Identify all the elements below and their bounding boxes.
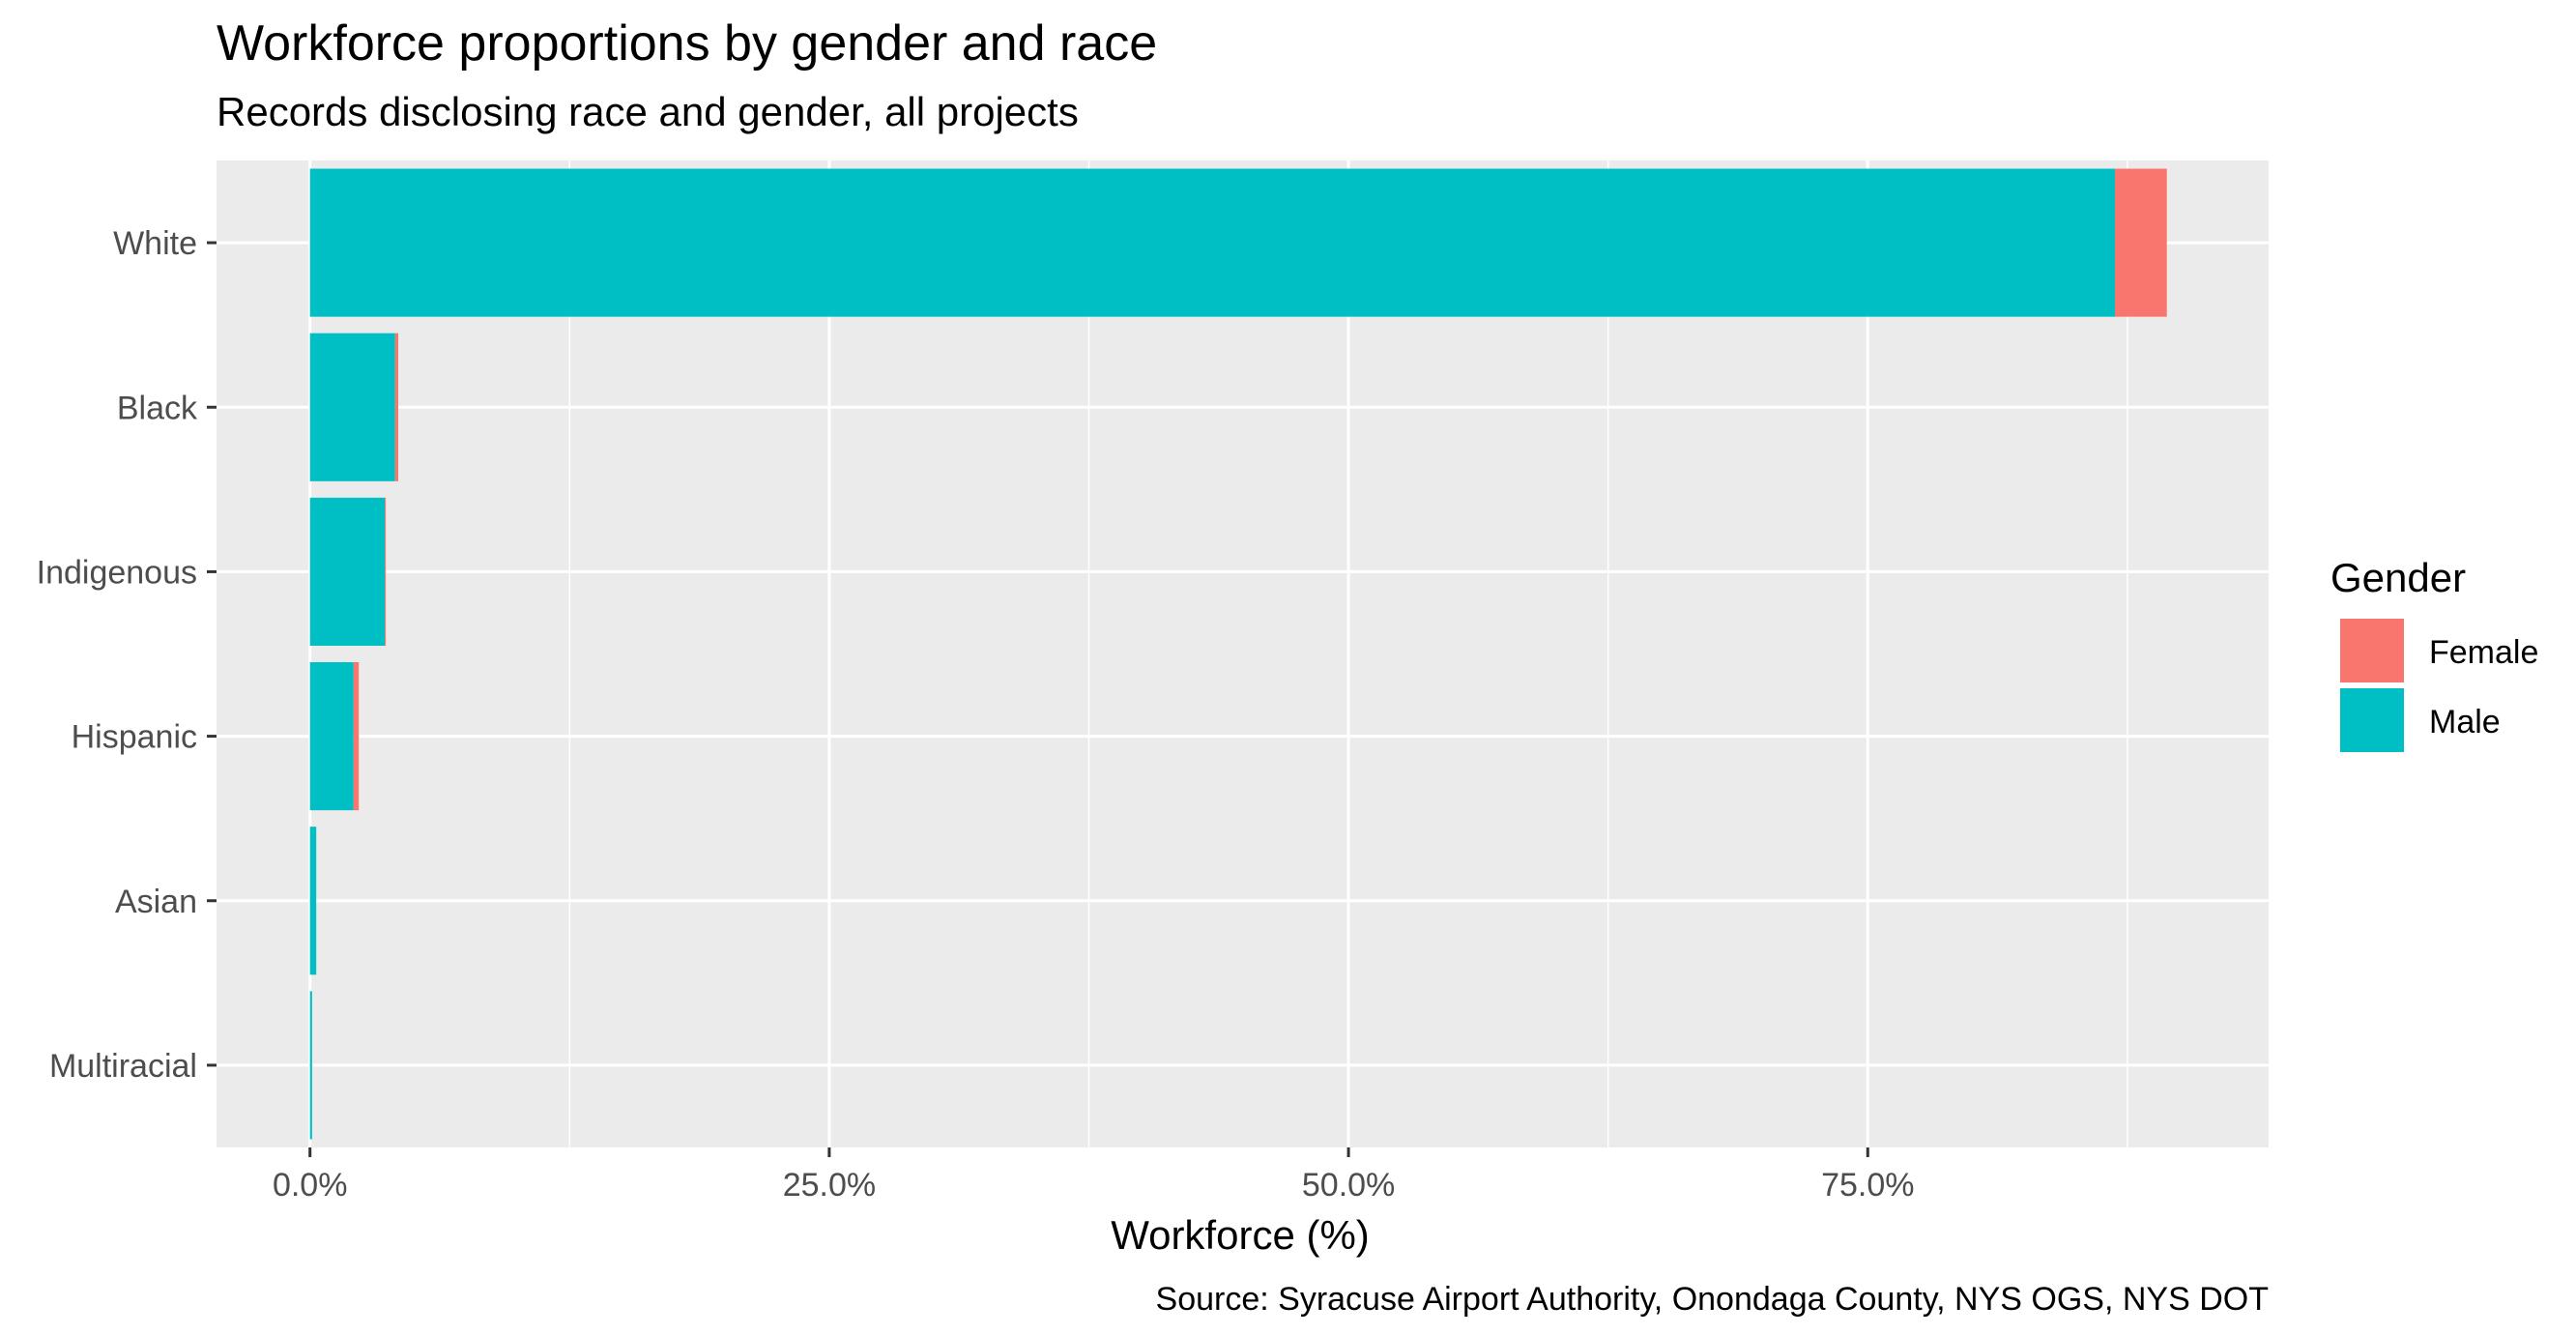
bar-hispanic-male (309, 662, 354, 811)
y-tick-label: Multiracial (49, 1048, 197, 1085)
bar-black-female (394, 333, 399, 481)
bar-hispanic-female (353, 662, 360, 811)
bar-multiracial-male (309, 991, 312, 1140)
legend-label-male: Male (2429, 704, 2501, 740)
y-tick-label: Asian (115, 884, 197, 920)
x-tick-label: 0.0% (273, 1167, 348, 1204)
bar-indigenous-female (385, 497, 387, 646)
chart-title: Workforce proportions by gender and race (217, 15, 1157, 72)
x-tick-label: 75.0% (1821, 1167, 1914, 1204)
y-axis: White Black Indigenous Hispanic Asian Multira… (37, 225, 217, 1085)
legend-title: Gender (2330, 555, 2466, 600)
x-tick-label: 25.0% (783, 1167, 876, 1204)
chart-subtitle: Records disclosing race and gender, all … (217, 89, 1079, 134)
legend-label-female: Female (2429, 634, 2538, 671)
y-tick-label: Indigenous (37, 554, 197, 591)
x-axis: 0.0% 25.0% 50.0% 75.0% (273, 1147, 1914, 1204)
plot-panel (217, 160, 2269, 1147)
legend-key-male (2340, 688, 2404, 752)
y-tick-label: Black (117, 390, 198, 426)
bar-indigenous-male (309, 497, 386, 646)
bars (309, 168, 2167, 1140)
legend-key-female (2340, 619, 2404, 682)
y-tick-label: White (113, 225, 197, 262)
bar-asian-male (309, 827, 317, 975)
y-tick-label: Hispanic (72, 719, 197, 756)
x-axis-title: Workforce (%) (1111, 1212, 1370, 1258)
bar-white-male (309, 168, 2115, 317)
bar-black-male (309, 333, 395, 481)
legend: Gender Female Male (2330, 555, 2538, 752)
chart-caption: Source: Syracuse Airport Authority, Onon… (1156, 1281, 2269, 1318)
bar-white-female (2114, 168, 2167, 317)
x-tick-label: 50.0% (1302, 1167, 1395, 1204)
